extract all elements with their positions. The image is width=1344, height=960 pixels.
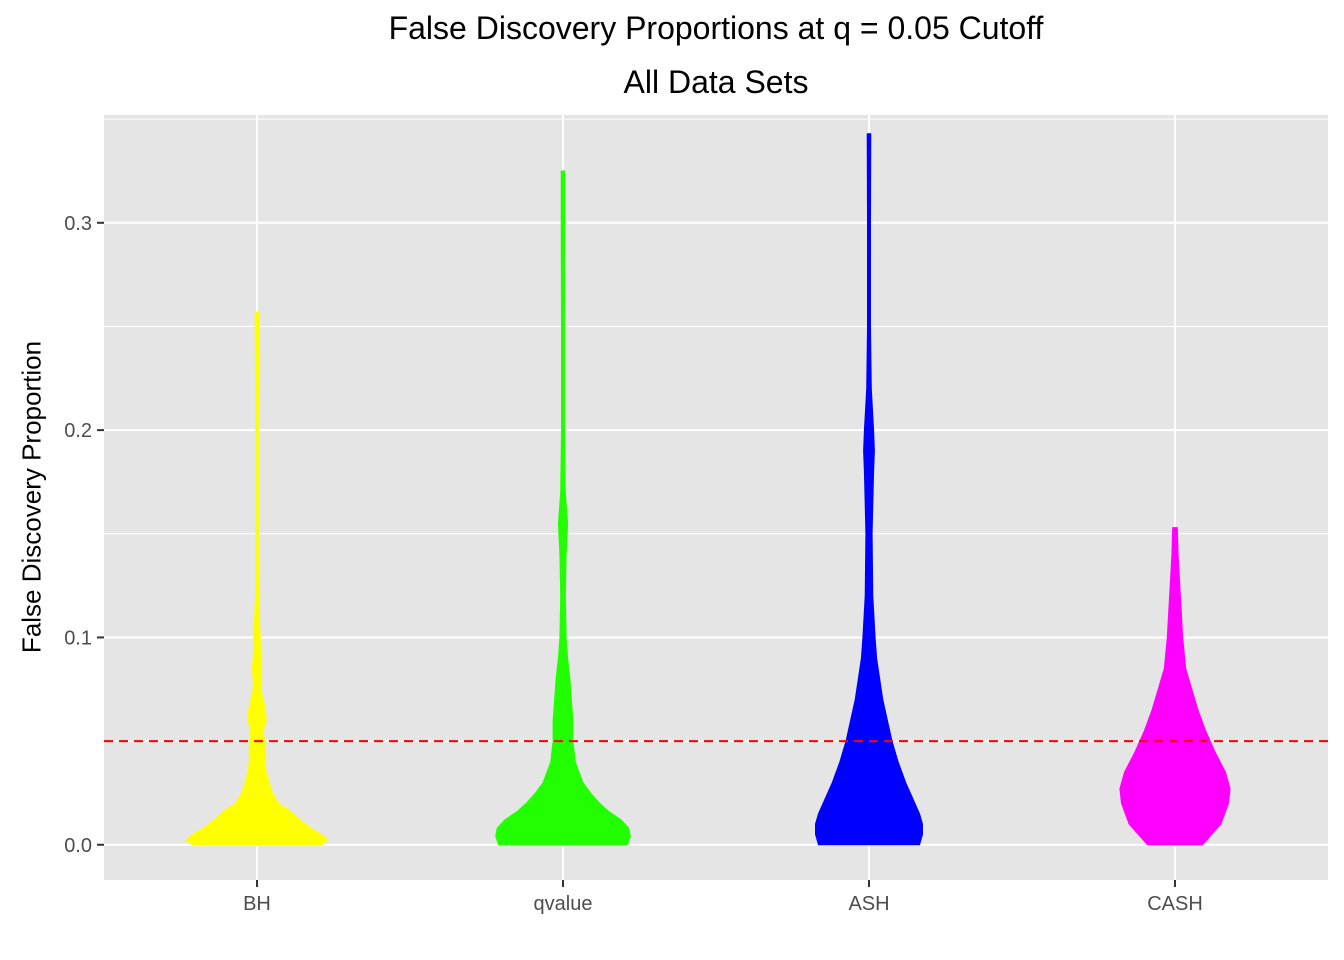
y-tick-label: 0.1 bbox=[64, 627, 92, 649]
y-tick-label: 0.3 bbox=[64, 213, 92, 235]
x-tick-label: ASH bbox=[848, 893, 889, 915]
panel-background bbox=[104, 115, 1328, 880]
x-tick-label: CASH bbox=[1147, 893, 1203, 915]
chart-subtitle: All Data Sets bbox=[623, 64, 809, 100]
y-tick-label: 0.2 bbox=[64, 420, 92, 442]
x-tick-label: qvalue bbox=[534, 893, 593, 915]
x-tick-label: BH bbox=[243, 893, 271, 915]
chart-title: False Discovery Proportions at q = 0.05 … bbox=[388, 10, 1044, 46]
violin-ASH bbox=[815, 133, 923, 846]
violin-BH bbox=[186, 311, 328, 846]
violin-CASH bbox=[1119, 527, 1231, 846]
y-tick-label: 0.0 bbox=[64, 835, 92, 857]
violin-qvalue bbox=[495, 170, 631, 846]
